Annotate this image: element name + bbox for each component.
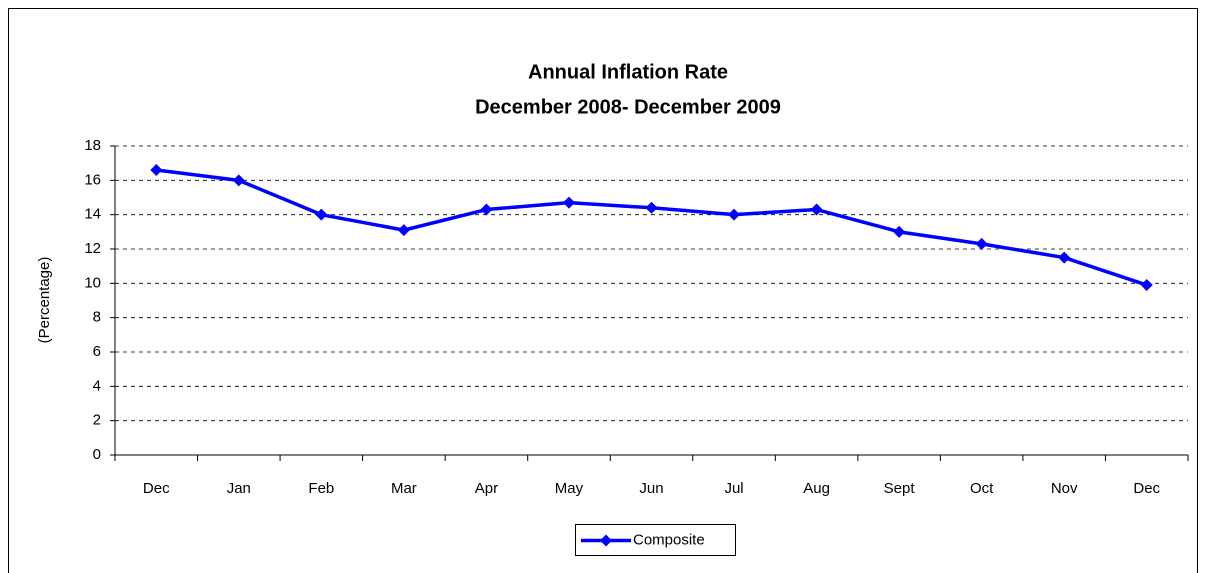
data-point bbox=[232, 174, 245, 187]
chart-title: Annual Inflation Rate bbox=[528, 61, 728, 83]
x-tick-label: Dec bbox=[143, 480, 170, 497]
y-tick-label: 2 bbox=[93, 412, 101, 429]
chart-frame bbox=[8, 8, 1198, 573]
x-tick-label: Apr bbox=[475, 480, 498, 497]
x-tick-label: Aug bbox=[803, 480, 830, 497]
x-tick-label: Oct bbox=[970, 480, 994, 497]
y-tick-label: 6 bbox=[93, 343, 101, 360]
data-point bbox=[1058, 251, 1071, 264]
data-point bbox=[975, 237, 988, 250]
x-tick-label: Nov bbox=[1051, 480, 1078, 497]
y-tick-label: 0 bbox=[93, 446, 101, 463]
data-point bbox=[728, 208, 741, 221]
legend-marker bbox=[600, 534, 612, 547]
y-tick-label: 18 bbox=[84, 137, 101, 154]
x-tick-label: Jan bbox=[227, 480, 251, 497]
data-point bbox=[562, 196, 575, 209]
y-tick-label: 10 bbox=[84, 274, 101, 291]
x-tick-label: Mar bbox=[391, 480, 417, 497]
y-tick-label: 16 bbox=[84, 171, 101, 188]
x-tick-label: Feb bbox=[308, 480, 334, 497]
data-point bbox=[397, 224, 410, 237]
data-point bbox=[645, 201, 658, 214]
y-axis-label: (Percentage) bbox=[36, 257, 53, 344]
x-tick-label: Jul bbox=[724, 480, 743, 497]
x-tick-label: May bbox=[555, 480, 584, 497]
x-tick-label: Jun bbox=[639, 480, 663, 497]
data-point bbox=[315, 208, 328, 221]
y-tick-label: 4 bbox=[93, 377, 101, 394]
data-point bbox=[893, 225, 906, 238]
data-point bbox=[150, 164, 163, 177]
y-tick-label: 14 bbox=[84, 206, 101, 223]
data-point bbox=[480, 203, 493, 216]
x-tick-label: Sept bbox=[884, 480, 916, 497]
legend-label: Composite bbox=[633, 531, 705, 548]
x-tick-label: Dec bbox=[1133, 480, 1160, 497]
y-tick-label: 12 bbox=[84, 240, 101, 257]
y-tick-label: 8 bbox=[93, 309, 101, 326]
chart-subtitle: December 2008- December 2009 bbox=[475, 96, 781, 118]
data-point bbox=[1140, 279, 1153, 292]
data-point bbox=[810, 203, 823, 216]
